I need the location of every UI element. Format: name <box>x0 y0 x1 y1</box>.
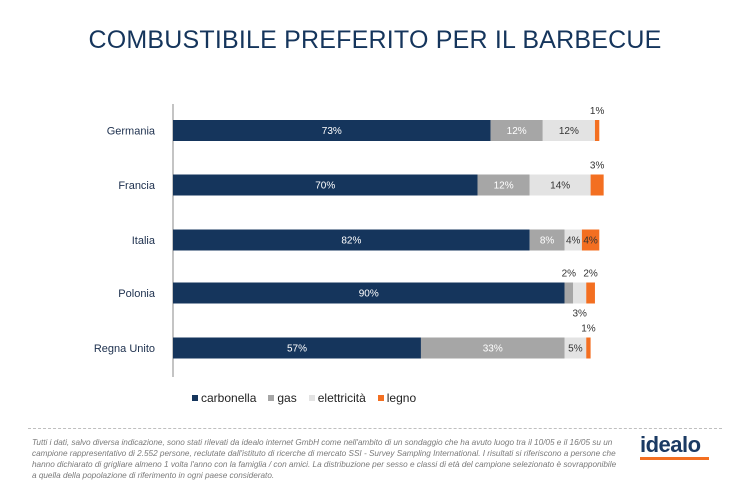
bar-label-regna-unito-gas: 33% <box>483 344 503 355</box>
bar-italia-carbonella <box>173 229 530 251</box>
category-label-polonia: Polonia <box>118 288 156 300</box>
bar-label-regna-unito-carbonella: 57% <box>287 344 307 355</box>
legend-swatch-elettricita <box>308 395 315 401</box>
legend-swatch-gas <box>268 395 275 401</box>
bar-label-polonia-elettricita: 3% <box>572 309 587 320</box>
bar-regna-unito-legno <box>586 337 591 359</box>
legend-label-legno: legno <box>386 391 417 405</box>
bar-label-regna-unito-legno: 1% <box>581 324 596 335</box>
legend-item-elettricita: elettricità <box>308 391 366 405</box>
bar-label-regna-unito-elettricita: 5% <box>568 344 583 355</box>
bar-label-germania-gas: 12% <box>507 126 527 137</box>
bar-regna-unito-elettricita <box>564 337 587 359</box>
bar-italia-gas <box>529 229 565 251</box>
bar-germania-legno <box>594 120 600 141</box>
legend-label-carbonella: carbonella <box>201 391 257 405</box>
logo-text: idealo <box>640 432 701 457</box>
bar-germania-carbonella <box>173 120 491 141</box>
legend: carbonella gas elettricità legno <box>192 391 428 405</box>
bar-label-germania-legno: 1% <box>590 106 605 117</box>
bar-label-francia-gas: 12% <box>494 181 514 192</box>
bar-francia-elettricita <box>529 174 591 196</box>
footer-divider <box>28 428 722 429</box>
bar-polonia-elettricita <box>573 282 587 304</box>
bar-label-italia-legno: 4% <box>583 236 598 247</box>
bar-polonia-carbonella <box>173 282 565 304</box>
bar-germania-gas <box>490 120 543 141</box>
legend-swatch-carbonella <box>192 395 198 401</box>
stacked-bar-chart: Germania 73% 12% 12% 1% Francia 70% 12% 14% 3% Ita… <box>94 104 605 377</box>
chart-title: COMBUSTIBILE PREFERITO PER IL BARBECUE <box>88 26 662 54</box>
legend-item-carbonella: carbonella <box>192 391 256 405</box>
category-label-italia: Italia <box>132 235 156 247</box>
bar-label-italia-carbonella: 82% <box>341 236 361 247</box>
logo-underline <box>640 457 709 460</box>
bar-francia-carbonella <box>173 174 478 196</box>
legend-label-gas: gas <box>277 391 297 405</box>
bar-francia-gas <box>477 174 530 196</box>
bar-italia-legno <box>581 229 600 251</box>
bars-group: Germania 73% 12% 12% 1% Francia 70% 12% 14% 3% Ita… <box>94 106 605 359</box>
bar-label-polonia-legno: 2% <box>583 269 598 280</box>
bar-label-francia-legno: 3% <box>590 161 605 172</box>
bar-regna-unito-carbonella <box>173 337 421 359</box>
bar-label-polonia-carbonella: 90% <box>359 289 379 300</box>
bar-label-italia-gas: 8% <box>540 236 555 247</box>
category-label-francia: Francia <box>118 180 156 192</box>
bar-germania-elettricita <box>542 120 595 141</box>
legend-item-legno: legno <box>377 391 417 405</box>
bar-italia-elettricita <box>564 229 582 251</box>
bar-polonia-gas <box>564 282 574 304</box>
bar-label-germania-carbonella: 73% <box>322 126 342 137</box>
legend-label-elettricita: elettricità <box>317 391 366 405</box>
bar-label-polonia-gas: 2% <box>562 269 577 280</box>
bar-polonia-legno <box>586 282 595 304</box>
category-label-germania: Germania <box>107 126 156 138</box>
bar-label-francia-elettricita: 14% <box>550 181 570 192</box>
idealo-logo[interactable]: idealo <box>640 432 720 460</box>
bar-francia-legno <box>590 174 604 196</box>
bar-label-francia-carbonella: 70% <box>315 181 335 192</box>
legend-swatch-legno <box>377 395 384 401</box>
legend-item-gas: gas <box>268 391 297 405</box>
footnote: Tutti i dati, salvo diversa indicazione,… <box>32 438 617 480</box>
bar-label-italia-elettricita: 4% <box>566 236 581 247</box>
category-label-regna-unito: Regna Unito <box>94 343 155 355</box>
bar-regna-unito-gas <box>420 337 565 359</box>
bar-label-germania-elettricita: 12% <box>559 126 579 137</box>
